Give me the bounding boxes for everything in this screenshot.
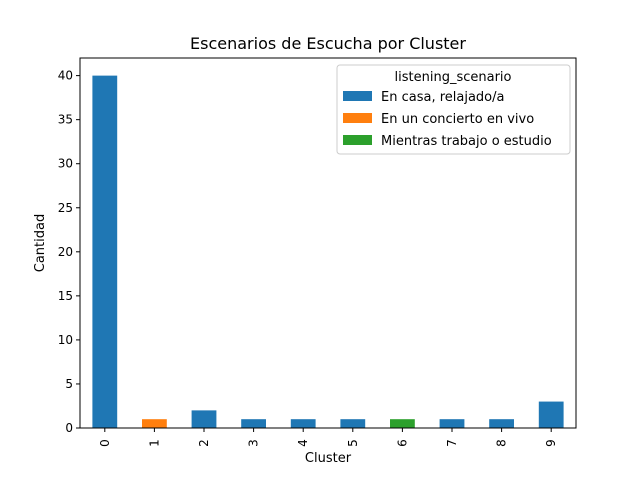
- y-tick-label-25: 25: [58, 201, 73, 215]
- bar-cluster-3-series-0: [241, 419, 266, 428]
- legend-box: [336, 64, 571, 155]
- y-tick-label-35: 35: [58, 113, 73, 127]
- y-tick-label-5: 5: [65, 377, 73, 391]
- legend-label-1: En un concierto en vivo: [381, 112, 534, 127]
- x-tick-label-8: 8: [495, 439, 509, 447]
- legend-swatch-0: [343, 91, 372, 101]
- plot-area: 0 1 2 3 4 5 6 7 8 9 0 5 10 15 20 25 30 35 40: [58, 69, 564, 447]
- bar-cluster-4-series-0: [290, 419, 316, 428]
- y-tick-label-10: 10: [58, 333, 73, 347]
- legend-swatch-1: [343, 113, 372, 123]
- y-tick-label-20: 20: [58, 245, 73, 259]
- bar-cluster-2-series-0: [191, 410, 217, 428]
- legend: listening_scenario En casa, relajado/a En…: [336, 64, 571, 155]
- y-tick-label-0: 0: [65, 421, 73, 435]
- legend-label-2: Mientras trabajo o estudio: [381, 134, 552, 149]
- chart-title: Escenarios de Escucha por Cluster: [190, 34, 466, 53]
- x-tick-label-5: 5: [346, 439, 360, 447]
- bar-cluster-1-series-1: [142, 419, 167, 428]
- y-tick-label-30: 30: [58, 157, 73, 171]
- bar-cluster-0-series-0: [92, 75, 118, 429]
- plot-frame: [79, 57, 577, 429]
- x-tick-label-6: 6: [395, 439, 409, 447]
- bar-cluster-8-series-0: [489, 419, 514, 428]
- x-tick-label-4: 4: [296, 439, 310, 447]
- x-tick-label-0: 0: [98, 439, 112, 447]
- x-tick-label-2: 2: [197, 439, 211, 447]
- legend-label-0: En casa, relajado/a: [381, 90, 504, 105]
- x-tick-label-3: 3: [247, 439, 261, 447]
- y-tick-label-40: 40: [58, 69, 73, 83]
- legend-title: listening_scenario: [395, 70, 512, 85]
- x-tick-label-7: 7: [445, 439, 459, 447]
- legend-swatch-2: [343, 135, 372, 145]
- bar-cluster-6-series-2: [390, 419, 415, 428]
- x-axis-label: Cluster: [305, 451, 352, 466]
- bar-cluster-9-series-0: [538, 401, 564, 428]
- y-axis-label: Cantidad: [33, 214, 48, 272]
- x-tick-label-1: 1: [147, 439, 161, 447]
- y-tick-label-15: 15: [58, 289, 73, 303]
- x-tick-label-9: 9: [544, 439, 558, 447]
- bar-cluster-5-series-0: [340, 419, 366, 428]
- bar-cluster-7-series-0: [439, 419, 465, 428]
